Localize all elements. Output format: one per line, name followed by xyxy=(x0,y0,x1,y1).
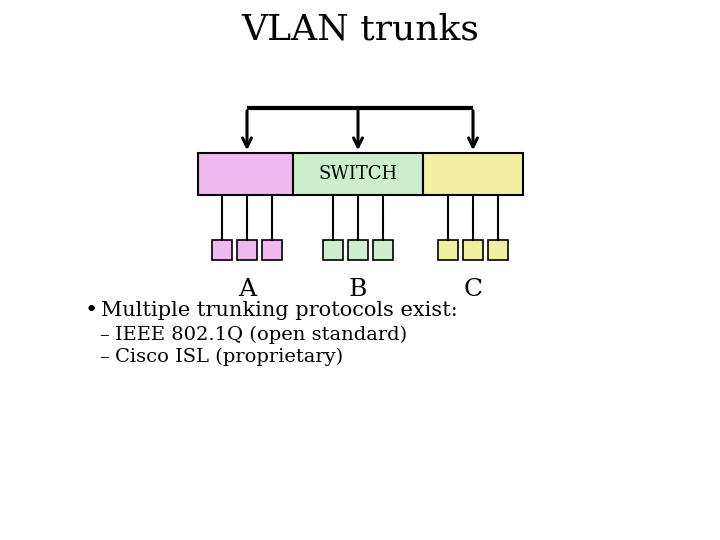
Text: VLAN trunks: VLAN trunks xyxy=(241,13,479,47)
Text: Cisco ISL (proprietary): Cisco ISL (proprietary) xyxy=(115,348,343,366)
Text: B: B xyxy=(348,278,367,301)
Bar xyxy=(488,240,508,260)
Text: C: C xyxy=(464,278,482,301)
Text: SWITCH: SWITCH xyxy=(318,165,397,183)
Text: •: • xyxy=(85,300,98,320)
Text: A: A xyxy=(238,278,256,301)
Bar xyxy=(212,240,232,260)
Bar xyxy=(293,153,423,195)
Text: –: – xyxy=(99,326,109,344)
Bar xyxy=(262,240,282,260)
Text: IEEE 802.1Q (open standard): IEEE 802.1Q (open standard) xyxy=(115,326,407,344)
Text: Multiple trunking protocols exist:: Multiple trunking protocols exist: xyxy=(101,300,458,320)
Bar xyxy=(463,240,483,260)
Bar xyxy=(373,240,393,260)
Bar xyxy=(423,153,523,195)
Bar xyxy=(198,153,293,195)
Bar xyxy=(237,240,257,260)
Text: –: – xyxy=(99,348,109,366)
Bar xyxy=(323,240,343,260)
Bar xyxy=(438,240,458,260)
Bar xyxy=(348,240,368,260)
